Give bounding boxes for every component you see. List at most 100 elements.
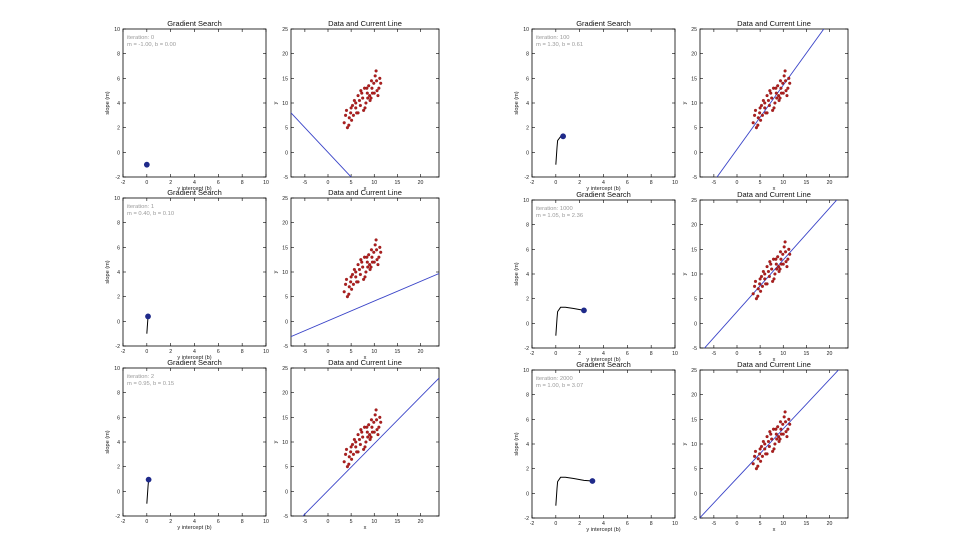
x-tick-label: 2 bbox=[169, 349, 172, 355]
data-point bbox=[751, 121, 755, 125]
x-tick-label: -2 bbox=[121, 519, 126, 525]
x-axis-label: y intercept (b) bbox=[586, 186, 620, 192]
data-point bbox=[342, 460, 346, 464]
data-point bbox=[356, 94, 360, 98]
data-point bbox=[756, 294, 760, 298]
x-tick-label: 15 bbox=[803, 180, 809, 186]
x-tick-label: 2 bbox=[578, 351, 581, 357]
x-tick-label: 10 bbox=[780, 521, 786, 527]
x-tick-label: 15 bbox=[803, 351, 809, 357]
data-point bbox=[756, 287, 760, 291]
y-tick-label: 5 bbox=[694, 467, 697, 473]
data-point bbox=[372, 420, 376, 424]
data-point bbox=[786, 427, 790, 431]
data-point bbox=[778, 250, 783, 254]
data-point bbox=[754, 467, 758, 471]
y-tick-label: 10 bbox=[282, 270, 288, 276]
x-tick-label: 20 bbox=[827, 351, 833, 357]
data-point bbox=[771, 427, 776, 431]
x-axis-label: y intercept (b) bbox=[177, 186, 211, 192]
data-point bbox=[356, 433, 360, 437]
data-point bbox=[375, 428, 379, 432]
y-tick-label: 25 bbox=[282, 196, 288, 202]
data-point bbox=[768, 89, 772, 93]
data-point bbox=[372, 81, 376, 85]
y-tick-label: 6 bbox=[526, 76, 529, 82]
data-point bbox=[379, 250, 383, 254]
data-point bbox=[361, 96, 365, 100]
x-axis-label: y intercept (b) bbox=[177, 525, 211, 531]
data-point bbox=[375, 248, 379, 252]
y-tick-label: 15 bbox=[691, 247, 697, 253]
data-point bbox=[759, 118, 763, 122]
data-line-panel: Data and Current Line -5 0 5 10 15 20 -5 0 5 10 15 2… bbox=[273, 19, 440, 192]
x-axis-label: y intercept (b) bbox=[177, 355, 211, 361]
data-point bbox=[788, 81, 792, 85]
data-point bbox=[349, 275, 353, 279]
y-tick-label: 0 bbox=[285, 319, 288, 325]
plot-title: Data and Current Line bbox=[737, 19, 811, 28]
y-tick-label: -2 bbox=[524, 175, 529, 181]
x-tick-label: 10 bbox=[672, 180, 678, 186]
data-point bbox=[372, 250, 376, 254]
data-point bbox=[373, 243, 377, 247]
fit-line bbox=[291, 112, 352, 177]
plot-frame bbox=[122, 197, 267, 347]
data-point bbox=[347, 292, 351, 296]
y-axis-label: slope (m) bbox=[514, 432, 520, 455]
data-point bbox=[758, 447, 762, 451]
data-point bbox=[375, 79, 379, 83]
data-point bbox=[776, 84, 780, 88]
data-point bbox=[759, 289, 763, 293]
data-point bbox=[344, 282, 348, 286]
data-point bbox=[782, 245, 786, 249]
x-tick-label: 10 bbox=[263, 180, 269, 186]
data-point bbox=[767, 103, 771, 108]
params-label: m = -1.00, b = 0.00 bbox=[127, 42, 176, 48]
y-tick-label: 10 bbox=[114, 366, 120, 372]
fit-line bbox=[700, 370, 840, 518]
data-point bbox=[781, 252, 785, 256]
data-point bbox=[772, 447, 776, 451]
data-point bbox=[365, 430, 369, 434]
data-point bbox=[756, 116, 760, 120]
data-point bbox=[767, 274, 771, 279]
y-tick-label: -5 bbox=[283, 344, 288, 350]
data-point bbox=[774, 91, 778, 95]
y-tick-label: 20 bbox=[282, 221, 288, 227]
y-tick-label: 10 bbox=[114, 196, 120, 202]
gradient-search-panel: Gradient Search -2 0 2 4 6 8 10 -2 0 2 4 6 8 10 y inter… bbox=[514, 19, 678, 192]
plot-title: Data and Current Line bbox=[328, 358, 402, 367]
y-tick-label: 2 bbox=[117, 295, 120, 301]
data-point bbox=[764, 452, 768, 456]
data-point bbox=[376, 94, 380, 98]
x-tick-label: 10 bbox=[780, 351, 786, 357]
y-tick-label: 5 bbox=[694, 126, 697, 132]
y-tick-label: 0 bbox=[694, 150, 697, 156]
y-tick-label: 25 bbox=[691, 198, 697, 204]
data-line-panel: Data and Current Line -5 0 5 10 15 20 -5 0 5 10 15 2… bbox=[682, 190, 849, 363]
x-tick-label: 4 bbox=[193, 519, 196, 525]
data-point bbox=[369, 248, 374, 252]
y-tick-label: 0 bbox=[526, 321, 529, 327]
plot-frame bbox=[531, 199, 676, 349]
x-tick-label: 0 bbox=[736, 351, 739, 357]
data-point bbox=[784, 79, 788, 83]
data-point bbox=[364, 270, 368, 274]
y-tick-label: 0 bbox=[117, 489, 120, 495]
x-tick-label: 15 bbox=[803, 521, 809, 527]
data-point bbox=[765, 265, 769, 269]
x-axis-label: x bbox=[364, 525, 367, 531]
iteration-label: iteration: 1000 bbox=[536, 206, 573, 212]
data-point bbox=[369, 418, 374, 422]
x-tick-label: 10 bbox=[371, 180, 377, 186]
data-point bbox=[770, 96, 774, 100]
search-path bbox=[555, 306, 585, 336]
data-point bbox=[758, 282, 762, 286]
data-point bbox=[358, 272, 362, 277]
y-tick-label: 10 bbox=[282, 440, 288, 446]
y-axis-label: y bbox=[682, 272, 688, 275]
data-point bbox=[777, 269, 781, 274]
data-point bbox=[787, 417, 791, 421]
current-point bbox=[143, 161, 150, 168]
